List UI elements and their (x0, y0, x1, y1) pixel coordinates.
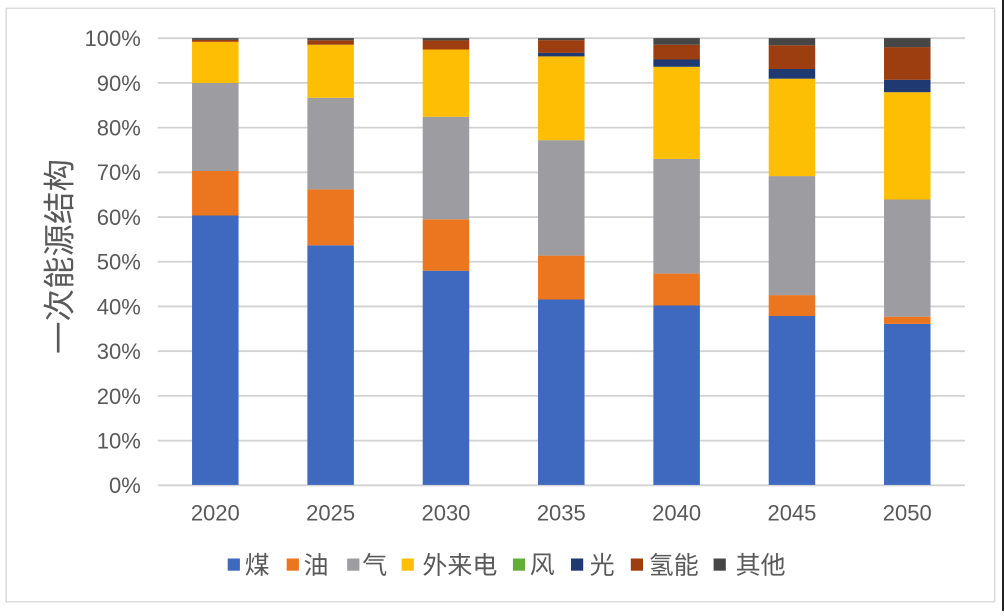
svg-text:60%: 60% (97, 205, 141, 230)
svg-text:20%: 20% (97, 384, 141, 409)
svg-text:2025: 2025 (306, 500, 355, 525)
svg-text:80%: 80% (97, 116, 141, 141)
svg-text:50%: 50% (97, 250, 141, 275)
svg-text:2035: 2035 (537, 500, 586, 525)
svg-text:90%: 90% (97, 71, 141, 96)
svg-text:40%: 40% (97, 294, 141, 319)
svg-text:2030: 2030 (421, 500, 470, 525)
svg-text:2045: 2045 (767, 500, 816, 525)
svg-text:2020: 2020 (191, 500, 240, 525)
svg-text:2040: 2040 (652, 500, 701, 525)
svg-text:10%: 10% (97, 428, 141, 453)
svg-text:70%: 70% (97, 160, 141, 185)
svg-text:2050: 2050 (883, 500, 932, 525)
svg-text:30%: 30% (97, 339, 141, 364)
svg-text:0%: 0% (109, 473, 141, 498)
svg-text:100%: 100% (85, 26, 141, 51)
